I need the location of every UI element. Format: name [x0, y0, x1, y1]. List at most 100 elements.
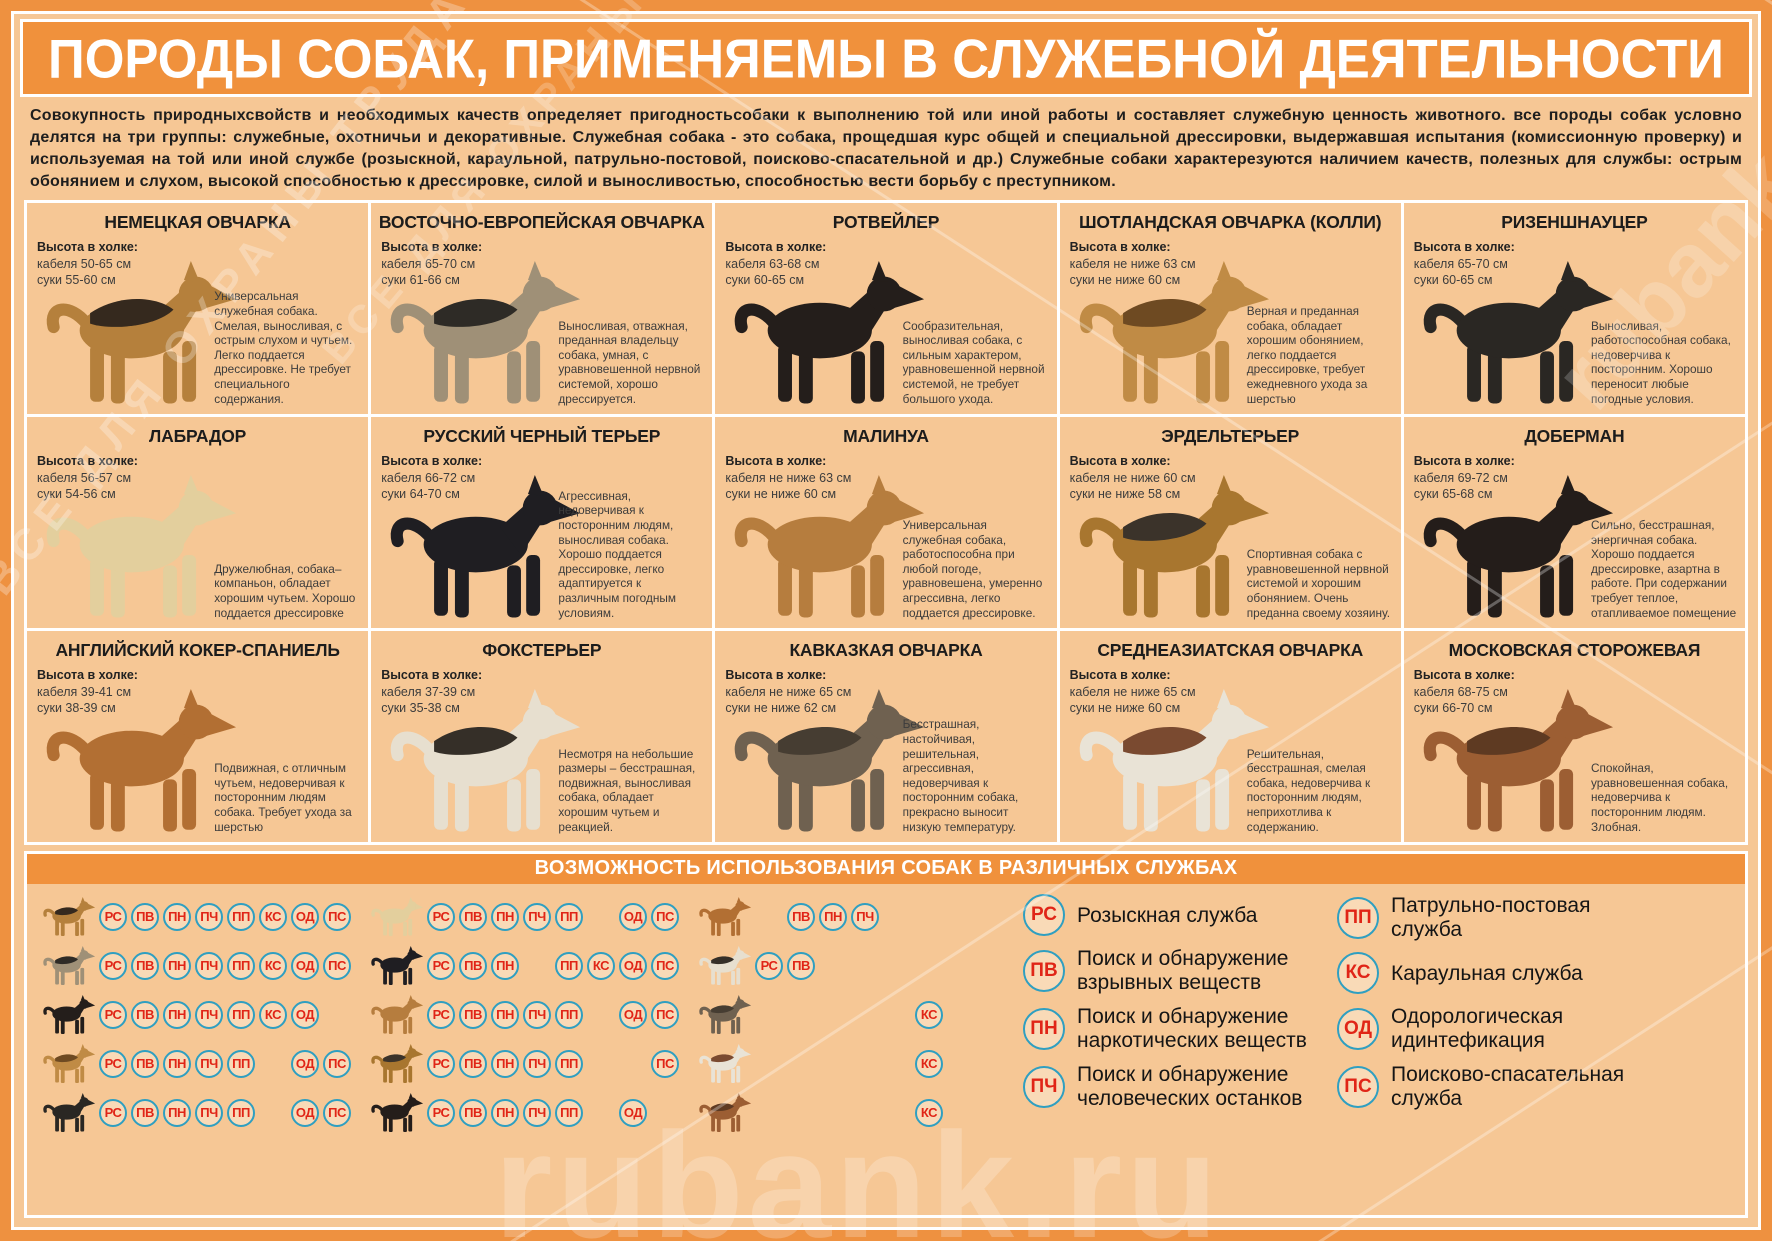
- breed-description: Решительная, бесстрашная, смелая собака,…: [1246, 746, 1371, 834]
- service-badge-ПП: ПП: [555, 1049, 583, 1078]
- service-badge-ПН: ПН: [491, 1049, 519, 1078]
- badge-slot: ПЧ: [521, 1096, 553, 1130]
- legend-label: Патрульно-постовая служба: [1391, 894, 1591, 941]
- badge-slot: [817, 1047, 849, 1081]
- dog-thumb-giant-schnauzer: [39, 1092, 97, 1134]
- badge-slot: [977, 949, 1009, 983]
- badge-slots: РС ПВ ПН ПЧ ПП ОД ПС: [97, 1047, 353, 1081]
- service-badge-ПН: ПН: [163, 1000, 191, 1029]
- service-badge-КС: КС: [259, 902, 287, 931]
- breed-title: РИЗЕНШНАУЦЕР: [1501, 212, 1648, 233]
- badge-slot: [753, 1047, 785, 1081]
- breed-title: ЭРДЕЛЬТЕРЬЕР: [1161, 426, 1300, 447]
- badge-slot: ПВ: [457, 949, 489, 983]
- legend-badge-ПП: ПП: [1337, 896, 1379, 939]
- dog-photo-malinois: [719, 475, 931, 621]
- badge-slot: ПН: [489, 900, 521, 934]
- service-badge-ОД: ОД: [291, 1000, 319, 1029]
- badge-slot: ПН: [161, 1096, 193, 1130]
- breed-card-german-shepherd: НЕМЕЦКАЯ ОВЧАРКА Высота в холке: кабеля 50…: [27, 203, 369, 415]
- breed-card-caucasian-shepherd: КАВКАЗКАЯ ОВЧАРКА Высота в холке: кабеля н…: [715, 631, 1057, 843]
- height-male: кабеля 65-70 см: [1413, 256, 1508, 271]
- dog-silhouette: [1079, 261, 1269, 404]
- dog-photo-airedale-terrier: [1064, 475, 1276, 621]
- dog-silhouette: [699, 896, 752, 936]
- height-label: Высота в холке:: [725, 454, 827, 469]
- dog-silhouette: [43, 1043, 96, 1083]
- breed-title: КАВКАЗКАЯ ОВЧАРКА: [789, 640, 983, 661]
- height-info: Высота в холке: кабеля 68-75 см суки 66-70…: [1414, 667, 1515, 717]
- badge-slot: [817, 949, 849, 983]
- legend-column-2: ПП Патрульно-постовая служба КС Караульная …: [1337, 892, 1629, 1209]
- poster-intro-text: Совокупность природныхсвойств и необходи…: [30, 107, 1742, 191]
- height-male: кабеля 56-57 см: [37, 470, 132, 485]
- dog-silhouette: [1423, 689, 1613, 832]
- service-badge-ПН: ПН: [491, 1098, 519, 1127]
- badge-slot: РС: [425, 998, 457, 1032]
- service-badge-ПП: ПП: [227, 1098, 255, 1127]
- badge-slot: [977, 900, 1009, 934]
- breed-title: РУССКИЙ ЧЕРНЫЙ ТЕРЬЕР: [423, 426, 661, 447]
- height-info: Высота в холке: кабеля 66-72 см суки 64-70…: [381, 453, 482, 503]
- service-badge-КС: КС: [915, 1049, 943, 1078]
- usage-column-2: РС ПВ ПН ПЧ ПП ОД ПС РС ПВ ПН ПП КС ОД ПС РС ПВ ПН ПЧ ПП ОД…: [367, 892, 681, 1209]
- service-badge-ПЧ: ПЧ: [523, 1049, 551, 1078]
- badge-slot: РС: [97, 949, 129, 983]
- usage-row-english-cocker-spaniel: ПВ ПН ПЧ: [695, 892, 1009, 941]
- service-badge-ПП: ПП: [555, 1098, 583, 1127]
- height-female: суки 38-39 см: [37, 701, 116, 716]
- height-male: кабеля не ниже 65 см: [1069, 684, 1196, 699]
- badge-slot: ПП: [225, 998, 257, 1032]
- service-badge-ОД: ОД: [291, 1049, 319, 1078]
- badge-slot: ПЧ: [193, 1047, 225, 1081]
- badge-slot: [321, 998, 353, 1032]
- dog-silhouette: [735, 261, 925, 404]
- breed-card-collie: ШОТЛАНДСКАЯ ОВЧАРКА (КОЛЛИ) Высота в холк…: [1059, 203, 1401, 415]
- legend-column-1: РС Розыскная служба ПВ Поиск и обнаружение …: [1023, 892, 1323, 1209]
- service-badge-ПС: ПС: [651, 902, 679, 931]
- service-badge-ПВ: ПВ: [131, 951, 159, 980]
- badge-slot: ПЧ: [849, 900, 881, 934]
- breed-card-rottweiler: РОТВЕЙЛЕР Высота в холке: кабеля 63-68 см с…: [715, 203, 1057, 415]
- service-badge-ПП: ПП: [227, 1000, 255, 1029]
- height-label: Высота в холке:: [381, 454, 483, 469]
- usage-column-1: РС ПВ ПН ПЧ ПП КС ОД ПС РС ПВ ПН ПЧ ПП КС ОД ПС РС ПВ ПН ПЧ…: [39, 892, 353, 1209]
- height-female: суки 61-66 см: [381, 273, 460, 288]
- height-female: суки 55-60 см: [37, 273, 116, 288]
- legend-item-ПС: ПС Поисково-спасательная служба: [1337, 1063, 1629, 1110]
- breed-title: ДОБЕРМАН: [1524, 426, 1625, 447]
- breed-title: МОСКОВСКАЯ СТОРОЖЕВАЯ: [1448, 640, 1701, 661]
- height-female: суки не ниже 60 см: [1069, 273, 1181, 288]
- legend-badge-ПВ: ПВ: [1023, 949, 1065, 992]
- badge-slots: РС ПВ ПН ПЧ ПП КС ОД ПС: [97, 949, 353, 983]
- badge-slot: ПВ: [129, 1096, 161, 1130]
- service-badge-РС: РС: [99, 902, 127, 931]
- height-info: Высота в холке: кабеля 63-68 см суки 60-65…: [725, 239, 826, 289]
- badge-slot: ОД: [289, 1047, 321, 1081]
- badge-slot: [881, 949, 913, 983]
- dog-photo-caucasian-shepherd: [719, 689, 931, 835]
- badge-slot: [945, 900, 977, 934]
- service-badge-ПЧ: ПЧ: [851, 902, 879, 931]
- badge-slot: ПС: [321, 949, 353, 983]
- height-female: суки не ниже 62 см: [725, 701, 837, 716]
- height-male: кабеля не ниже 63 см: [725, 470, 852, 485]
- usage-row-doberman: РС ПВ ПН ПЧ ПП ОД: [367, 1088, 681, 1137]
- breed-title: ВОСТОЧНО-ЕВРОПЕЙСКАЯ ОВЧАРКА: [378, 212, 705, 233]
- badge-slot: [785, 1047, 817, 1081]
- poster-title-bar: ПОРОДЫ СОБАК, ПРИМЕНЯЕМЫ В СЛУЖЕБНОЙ ДЕЯ…: [20, 19, 1752, 97]
- service-badge-РС: РС: [427, 951, 455, 980]
- legend-label: Поиск и обнаружение наркотических вещест…: [1077, 1005, 1307, 1052]
- service-badge-ПП: ПП: [227, 902, 255, 931]
- service-badge-ПП: ПП: [227, 951, 255, 980]
- breed-card-east-european-shepherd: ВОСТОЧНО-ЕВРОПЕЙСКАЯ ОВЧАРКА Высота в хол…: [371, 203, 713, 415]
- height-male: кабеля не ниже 60 см: [1069, 470, 1196, 485]
- height-label: Высота в холке:: [725, 668, 827, 683]
- service-badge-ПВ: ПВ: [459, 1098, 487, 1127]
- breed-description: Универсальная служебная собака. Смелая, …: [214, 289, 353, 406]
- badge-slot: ПП: [553, 1047, 585, 1081]
- badge-slot: [585, 1096, 617, 1130]
- legend-badge-РС: РС: [1023, 894, 1065, 937]
- breed-title: АНГЛИЙСКИЙ КОКЕР-СПАНИЕЛЬ: [55, 640, 340, 661]
- dog-silhouette: [390, 261, 581, 404]
